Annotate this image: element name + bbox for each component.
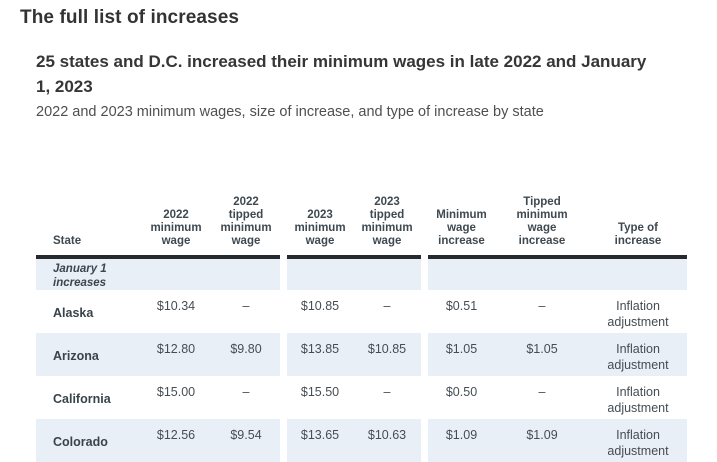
table-row-alaska: Alaska $10.34 – $10.85 – $0.51 – Inflati… [36,290,687,333]
column-group-gap [280,196,287,259]
column-group-gap [280,333,287,376]
column-header-2022-tipped-minimum-wage: 2022 tipped minimum wage [212,196,280,259]
type-of-increase-cell: Inflation adjustment [607,385,669,415]
value-cell: $1.05 [428,333,495,376]
empty-cell [589,259,687,290]
column-header-2023-tipped-minimum-wage: 2023 tipped minimum wage [353,196,421,259]
page-title: The full list of increases [20,7,240,28]
column-group-gap [280,259,287,290]
value-cell: $13.65 [287,419,353,462]
empty-cell [495,259,589,290]
column-header-tipped-minimum-wage-increase: Tipped minimum wage increase [495,196,589,259]
value-cell: – [538,299,546,313]
empty-cell [428,259,495,290]
table-row-arizona: Arizona $12.80 $9.80 $13.85 $10.85 $1.05… [36,333,687,376]
value-cell: $15.00 [156,385,196,399]
state-cell: Alaska [53,306,94,320]
column-group-gap [421,290,428,333]
state-cell: Colorado [36,419,140,462]
value-cell: $1.09 [495,419,589,462]
minimum-wage-table: State 2022 minimum wage 2022 tipped mini… [36,196,687,462]
value-cell: $12.80 [140,333,212,376]
column-group-gap [421,259,428,290]
empty-cell [212,259,280,290]
column-group-gap [280,419,287,462]
empty-cell [353,259,421,290]
state-cell: Arizona [36,333,140,376]
value-cell: $15.50 [300,385,340,399]
column-header-minimum-wage-increase: Minimum wage increase [428,196,495,259]
value-cell: $0.51 [445,299,478,313]
value-cell: $13.85 [287,333,353,376]
value-cell: $1.05 [495,333,589,376]
state-cell: California [53,392,111,406]
value-cell: – [538,385,546,399]
column-group-gap [280,376,287,419]
section-label: January 1 increases [36,259,140,290]
column-group-gap [421,419,428,462]
section-row-january-1-increases: January 1 increases [36,259,687,290]
value-cell: – [242,385,250,399]
column-header-type-of-increase: Type of increase [589,196,687,259]
figure-description: 2022 and 2023 minimum wages, size of inc… [36,104,544,120]
value-cell: $10.85 [300,299,340,313]
column-group-gap [280,290,287,333]
type-of-increase-cell: Inflation adjustment [589,333,687,376]
value-cell: $1.09 [428,419,495,462]
value-cell: $10.63 [353,419,421,462]
column-header-state: State [36,196,140,259]
value-cell: $9.54 [212,419,280,462]
value-cell: $9.80 [212,333,280,376]
table-header-row: State 2022 minimum wage 2022 tipped mini… [36,196,687,259]
empty-cell [140,259,212,290]
value-cell: $10.34 [156,299,196,313]
table-row-california: California $15.00 – $15.50 – $0.50 – Inf… [36,376,687,419]
table-row-colorado: Colorado $12.56 $9.54 $13.65 $10.63 $1.0… [36,419,687,462]
type-of-increase-cell: Inflation adjustment [607,299,669,329]
value-cell: $0.50 [445,385,478,399]
column-group-gap [421,376,428,419]
value-cell: $12.56 [140,419,212,462]
column-header-2022-minimum-wage: 2022 minimum wage [140,196,212,259]
value-cell: $10.85 [353,333,421,376]
empty-cell [287,259,353,290]
column-group-gap [421,196,428,259]
figure-headline: 25 states and D.C. increased their minim… [36,52,647,96]
column-group-gap [421,333,428,376]
column-header-2023-minimum-wage: 2023 minimum wage [287,196,353,259]
type-of-increase-cell: Inflation adjustment [589,419,687,462]
value-cell: – [383,385,391,399]
value-cell: – [242,299,250,313]
value-cell: – [383,299,391,313]
